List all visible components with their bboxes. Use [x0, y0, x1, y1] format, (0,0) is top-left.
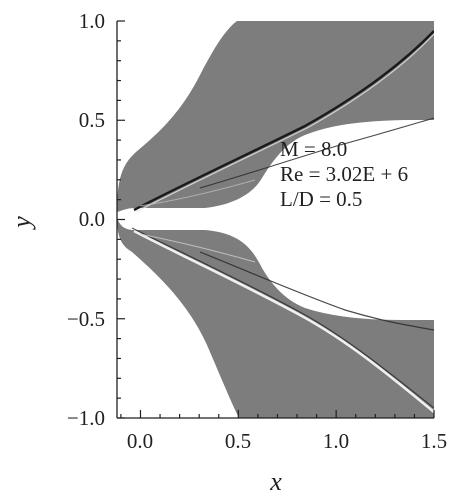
x-tick-label: 0.5 [225, 429, 251, 453]
y-axis-label: y [7, 216, 36, 231]
reynolds-number-label: Re = 3.02E + 6 [280, 162, 408, 186]
upper-boundary-layer [139, 179, 256, 207]
y-tick-label: 1.0 [79, 9, 105, 33]
y-tick-label: −1.0 [67, 406, 105, 430]
upper-shock-highlight [135, 33, 434, 213]
x-tick-label: 1.0 [323, 429, 349, 453]
length-ratio-label: L/D = 0.5 [280, 187, 362, 211]
y-tick-labels: 1.0 0.5 0.0 −0.5 −1.0 [67, 9, 105, 430]
lower-shock-shadow [131, 227, 434, 409]
lower-flow-region [117, 218, 434, 418]
flow-conditions: M = 8.0 Re = 3.02E + 6 L/D = 0.5 [280, 137, 408, 211]
upper-separation-shock [199, 117, 434, 189]
upper-bow-shock [133, 30, 434, 212]
y-axis-ticks [117, 20, 125, 419]
x-tick-label: 1.5 [421, 429, 447, 453]
lower-separation-shock [199, 251, 434, 331]
upper-flow-region [117, 21, 434, 212]
y-tick-label: 0.5 [79, 108, 105, 132]
lower-boundary-layer [139, 233, 256, 263]
x-axis-label: x [269, 467, 282, 496]
lower-bow-shock [133, 229, 434, 414]
y-tick-label: −0.5 [67, 307, 105, 331]
x-tick-label: 0.0 [127, 429, 153, 453]
x-axis-ticks [120, 410, 435, 418]
flow-field [117, 21, 434, 418]
x-tick-labels: 0.0 0.5 1.0 1.5 [127, 429, 447, 453]
mach-number-label: M = 8.0 [280, 137, 347, 161]
y-tick-label: 0.0 [79, 207, 105, 231]
